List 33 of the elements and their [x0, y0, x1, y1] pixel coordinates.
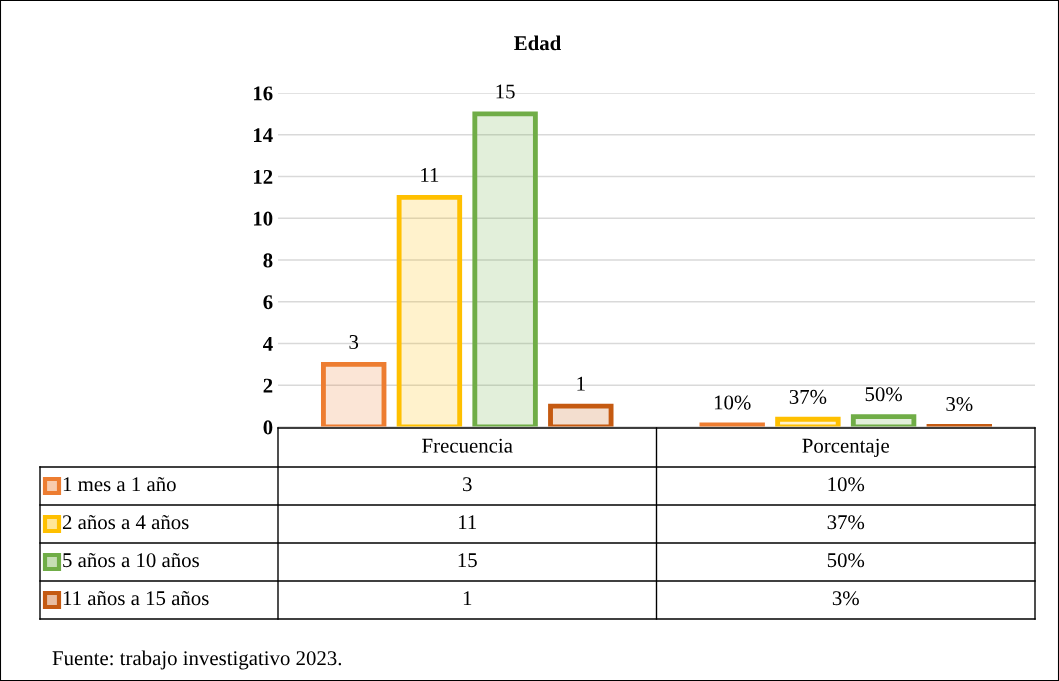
- text: 10%: [714, 395, 751, 410]
- x-tick-label: Porcentaje: [802, 438, 889, 457]
- text: 15: [496, 84, 515, 99]
- data-label: 10%: [828, 477, 865, 492]
- y-tick-label: 16: [253, 86, 273, 101]
- data-label: 50%: [827, 553, 865, 568]
- data-label: 3: [463, 477, 472, 492]
- data-label: 3%: [832, 591, 859, 606]
- chart-title: Edad: [514, 35, 562, 51]
- y-tick-label: 4: [263, 337, 273, 351]
- y-tick-label: 10: [253, 211, 273, 226]
- text: 3: [349, 335, 359, 350]
- data-label: 11: [459, 515, 477, 530]
- y-tick-label: 12: [253, 169, 273, 184]
- y-tick-label: 2: [263, 378, 273, 393]
- text: 1: [577, 376, 585, 391]
- legend-label: 11 años a 15 años: [63, 590, 209, 606]
- source-note: Fuente: trabajo investigativo 2023.: [52, 650, 342, 670]
- legend-label: 5 años a 10 años: [63, 552, 199, 568]
- y-tick-label: 0: [263, 420, 273, 435]
- text: 3%: [946, 396, 973, 412]
- legend-label: 1 mes a 1 año: [63, 476, 176, 492]
- data-label: 37%: [827, 515, 865, 530]
- text: 50%: [865, 387, 902, 402]
- y-tick-label: 8: [263, 253, 273, 268]
- text: 37%: [789, 389, 827, 404]
- y-tick-label: 6: [263, 295, 273, 310]
- data-label: 1: [463, 591, 472, 606]
- data-label: 15: [458, 553, 477, 568]
- text: 11: [421, 168, 439, 182]
- legend-label: 2 años a 4 años: [62, 514, 189, 530]
- y-tick-label: 14: [253, 128, 273, 142]
- x-tick-label: Frecuencia: [422, 438, 513, 453]
